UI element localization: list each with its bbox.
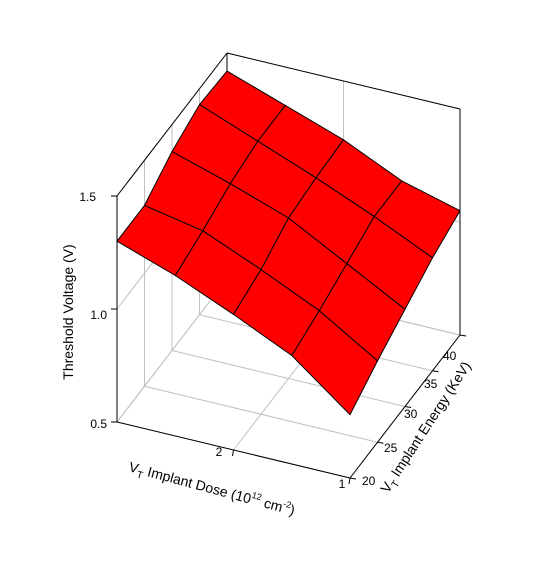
y-tick-mark-1	[377, 441, 384, 444]
x-tick-0: 2	[216, 445, 223, 459]
surface-patch-3-0	[291, 310, 378, 416]
grid-floor-e-1	[144, 385, 378, 443]
tick-labels: 0.5 1.0 1.5 2 1 20 25 30 35 40	[79, 190, 456, 491]
x-tick-1: 1	[339, 477, 346, 491]
y-tick-1: 25	[384, 441, 398, 455]
z-tick-2: 1.5	[79, 190, 96, 204]
y-tick-4: 40	[443, 349, 457, 363]
y-tick-mark-3	[432, 370, 439, 373]
z-tick-1: 1.0	[90, 308, 107, 322]
x-axis-label: VT Implant Dose (1012 cm-2)	[126, 457, 297, 522]
y-tick-mark-2	[404, 406, 412, 408]
y-tick-0: 20	[362, 474, 376, 488]
z-tick-0: 0.5	[90, 417, 107, 431]
y-tick-3: 35	[424, 377, 438, 391]
y-tick-mark-4	[459, 334, 467, 337]
x-tick-mark-1	[348, 477, 351, 485]
x-tick-mark-0	[232, 449, 234, 457]
surface-mesh	[116, 70, 461, 416]
grid-floor-e-2	[171, 350, 406, 407]
frame-top-back	[226, 52, 461, 110]
z-axis-label: Threshold Voltage (V)	[60, 244, 76, 379]
y-tick-2: 30	[404, 407, 418, 421]
frame-top-left	[116, 52, 228, 197]
y-tick-mark-0	[349, 477, 357, 480]
